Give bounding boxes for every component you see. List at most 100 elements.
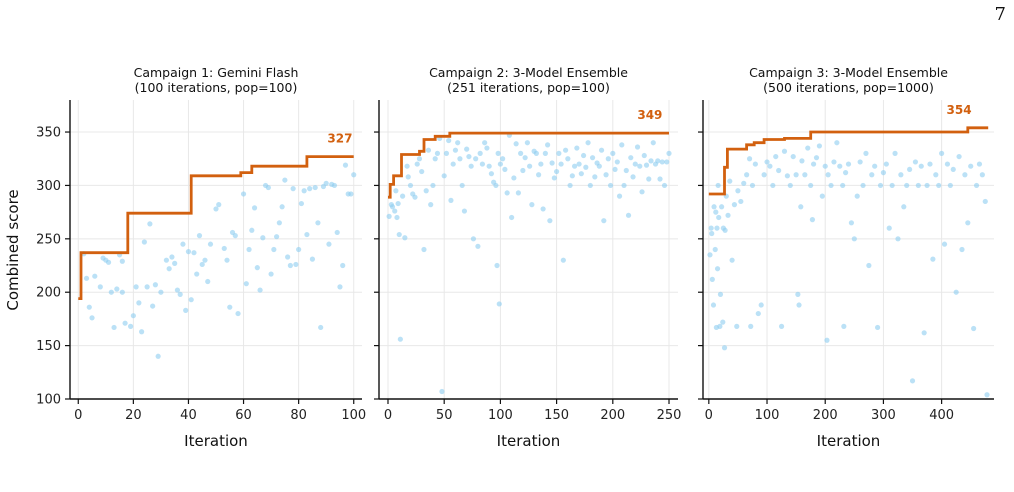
scatter-point: [565, 156, 571, 162]
scatter-point: [915, 182, 921, 189]
scatter-point: [452, 147, 459, 153]
scatter-point: [538, 161, 544, 167]
scatter-point: [790, 153, 796, 160]
scatter-point: [589, 155, 596, 161]
scatter-point: [755, 310, 761, 317]
scatter-point: [787, 182, 793, 189]
scatter-point: [637, 163, 643, 169]
scatter-point: [714, 225, 720, 231]
y-tick-label: 300: [36, 179, 61, 194]
scatter-point: [114, 286, 120, 292]
chart-title: Campaign 3: 3-Model Ensemble: [749, 65, 948, 80]
scatter-point: [711, 204, 717, 210]
scatter-point: [764, 159, 770, 165]
x-tick-label: 80: [290, 408, 307, 423]
scatter-point: [484, 145, 490, 151]
scatter-point: [603, 172, 609, 178]
scatter-point: [312, 184, 318, 191]
scatter-point: [268, 271, 274, 277]
scatter-point: [315, 220, 321, 226]
scatter-point: [585, 140, 591, 146]
scatter-point: [549, 160, 555, 166]
scatter-point: [976, 161, 983, 167]
scatter-point: [274, 234, 280, 240]
scatter-point: [619, 142, 625, 148]
scatter-point: [265, 184, 271, 191]
scatter-point: [822, 163, 828, 169]
scatter-point: [86, 304, 92, 310]
scatter-point: [235, 310, 241, 317]
scatter-point: [646, 176, 652, 182]
scatter-point: [630, 174, 636, 180]
scatter-point: [831, 159, 837, 165]
scatter-point: [580, 152, 587, 159]
scatter-point: [863, 150, 869, 156]
scatter-point: [877, 182, 884, 189]
scatter-point: [567, 182, 573, 189]
scatter-point: [717, 291, 724, 297]
scatter-point: [727, 178, 733, 184]
scatter-point: [752, 161, 758, 167]
scatter-point: [709, 230, 715, 237]
scatter-point: [971, 325, 977, 332]
scatter-point: [172, 260, 178, 266]
x-tick-label: 400: [929, 408, 954, 423]
scatter-point: [866, 262, 872, 269]
best-score-label: 349: [637, 108, 662, 122]
scatter-point: [441, 173, 447, 179]
scatter-point: [625, 212, 632, 218]
scatter-point: [659, 159, 665, 165]
scatter-point: [279, 204, 285, 210]
scatter-point: [947, 182, 953, 189]
scatter-point: [857, 159, 863, 165]
scatter-point: [414, 161, 420, 167]
scatter-point: [119, 289, 125, 295]
scatter-point: [941, 241, 948, 247]
scatter-point: [583, 164, 589, 170]
scatter-point: [784, 173, 790, 179]
chart-subtitle: (251 iterations, pop=100): [447, 80, 610, 95]
scatter-point: [542, 150, 548, 156]
scatter-point: [213, 206, 219, 212]
scatter-point: [845, 161, 852, 167]
scatter-point: [386, 213, 392, 219]
scatter-point: [842, 170, 849, 176]
scatter-point: [650, 140, 656, 146]
x-tick-label: 200: [600, 408, 625, 423]
x-axis-label: Iteration: [817, 432, 881, 450]
scatter-point: [851, 236, 857, 242]
scatter-point: [834, 140, 840, 146]
scatter-point: [824, 337, 830, 343]
scatter-point: [524, 140, 530, 146]
scatter-point: [307, 186, 313, 192]
scatter-point: [924, 182, 930, 189]
scatter-point: [898, 172, 904, 178]
scatter-point: [734, 323, 740, 329]
scatter-point: [761, 172, 767, 178]
scatter-point: [607, 182, 614, 189]
scatter-point: [965, 220, 971, 226]
scatter-point: [271, 246, 277, 253]
scatter-point: [892, 150, 898, 156]
scatter-point: [709, 276, 715, 282]
scatter-point: [795, 291, 801, 297]
scatter-point: [551, 175, 557, 181]
scatter-point: [907, 166, 913, 173]
scatter-point: [886, 225, 892, 231]
scatter-point: [880, 170, 887, 176]
scatter-point: [423, 188, 429, 194]
scatter-point: [199, 261, 205, 268]
scatter-point: [953, 289, 959, 295]
scatter-point: [973, 182, 980, 189]
scatter-point: [158, 289, 164, 295]
scatter-point: [860, 182, 866, 189]
scatter-point: [111, 324, 117, 331]
scatter-point: [518, 150, 524, 156]
page-number: 7: [994, 4, 1006, 25]
scatter-point: [605, 156, 611, 162]
scatter-point: [216, 202, 222, 208]
scatter-point: [540, 206, 546, 212]
scatter-point: [430, 182, 436, 189]
scatter-point: [488, 171, 495, 177]
scatter-point: [979, 172, 985, 178]
